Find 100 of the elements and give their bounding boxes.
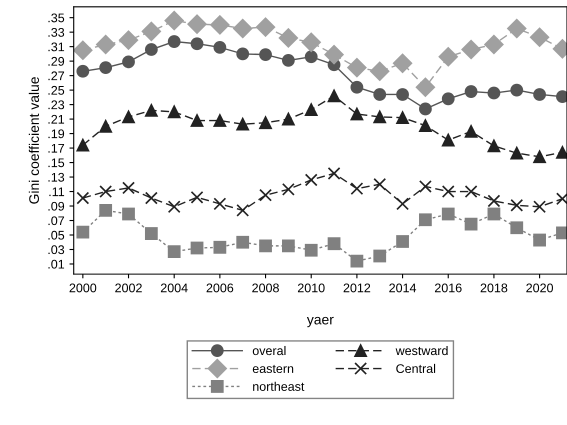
legend-label: eastern (252, 364, 294, 374)
point (507, 18, 526, 38)
point (259, 188, 272, 202)
point (442, 134, 455, 146)
point (74, 40, 93, 60)
point (142, 22, 162, 42)
point (213, 197, 226, 210)
x-tick-label: 2014 (389, 283, 416, 292)
point (328, 90, 340, 102)
x-tick-label: 2016 (434, 283, 462, 292)
y-tick-label: .25 (48, 86, 64, 95)
point (168, 200, 181, 214)
point (259, 48, 272, 62)
point (190, 242, 204, 254)
y-tick-label: .27 (48, 71, 64, 80)
legend-label: westward (396, 346, 448, 356)
point (461, 40, 481, 60)
x-axis-title: yaer (306, 316, 334, 328)
point (416, 78, 436, 97)
point (347, 58, 367, 78)
point (373, 250, 386, 262)
point (122, 182, 135, 194)
point (168, 245, 181, 258)
point (350, 254, 364, 268)
y-tick-label: .05 (48, 230, 64, 240)
legend-label: overal (252, 346, 286, 356)
point (533, 88, 546, 101)
point (328, 167, 340, 180)
point (213, 240, 226, 254)
point (304, 174, 318, 186)
point (304, 103, 318, 116)
point (373, 178, 386, 191)
point (350, 182, 364, 196)
point (373, 110, 386, 124)
point (76, 226, 90, 238)
point (419, 102, 432, 116)
point (76, 138, 90, 152)
y-tick-label: .01 (48, 260, 64, 269)
point (419, 213, 432, 226)
point (488, 140, 500, 152)
y-tick-label: .03 (48, 245, 64, 254)
point (370, 62, 390, 81)
point (278, 28, 298, 48)
point (396, 111, 409, 124)
point (282, 182, 295, 196)
point (510, 146, 524, 160)
x-tick-label: 2000 (70, 283, 96, 292)
point (122, 55, 135, 68)
point (350, 80, 364, 94)
x-tick-label: 2018 (480, 283, 508, 292)
y-tick-label: .07 (48, 216, 64, 226)
point (464, 218, 478, 231)
point (533, 200, 546, 214)
y-tick-label: .09 (48, 202, 64, 211)
x-tick-label: 2020 (526, 283, 554, 292)
point (213, 40, 226, 54)
point (99, 204, 112, 217)
y-axis-title: Gini coefficient value (28, 77, 40, 204)
point (442, 208, 455, 220)
y-tick-label: .19 (48, 129, 64, 138)
point (442, 185, 455, 198)
y-tick-label: .21 (48, 114, 64, 124)
point (464, 125, 478, 138)
point (259, 116, 272, 130)
point (144, 227, 158, 240)
point (118, 30, 138, 50)
y-tick-label: .23 (48, 100, 64, 110)
point (530, 28, 550, 47)
x-tick-label: 2006 (206, 283, 234, 292)
point (533, 150, 546, 164)
point (190, 114, 204, 127)
y-tick-label: .31 (48, 42, 64, 52)
point (484, 34, 504, 54)
point (488, 194, 500, 208)
point (213, 114, 226, 127)
point (510, 84, 524, 97)
y-tick-label: .33 (48, 28, 64, 37)
y-tick-label: .15 (48, 158, 64, 168)
point (438, 47, 458, 66)
point (168, 35, 181, 48)
point (304, 50, 318, 64)
point (464, 185, 478, 198)
point (236, 204, 250, 217)
point (396, 235, 409, 248)
point (99, 185, 112, 198)
point (187, 14, 207, 34)
x-tick-label: 2010 (298, 283, 325, 292)
point (442, 92, 455, 106)
point (396, 88, 409, 101)
y-tick-label: .11 (49, 187, 64, 196)
point (282, 112, 295, 126)
point (396, 197, 409, 210)
point (488, 208, 500, 220)
point (304, 244, 318, 257)
point (236, 236, 250, 249)
point (373, 88, 386, 101)
y-tick-label: .35 (48, 13, 64, 22)
point (144, 104, 158, 117)
point (99, 120, 112, 133)
point (144, 192, 158, 204)
